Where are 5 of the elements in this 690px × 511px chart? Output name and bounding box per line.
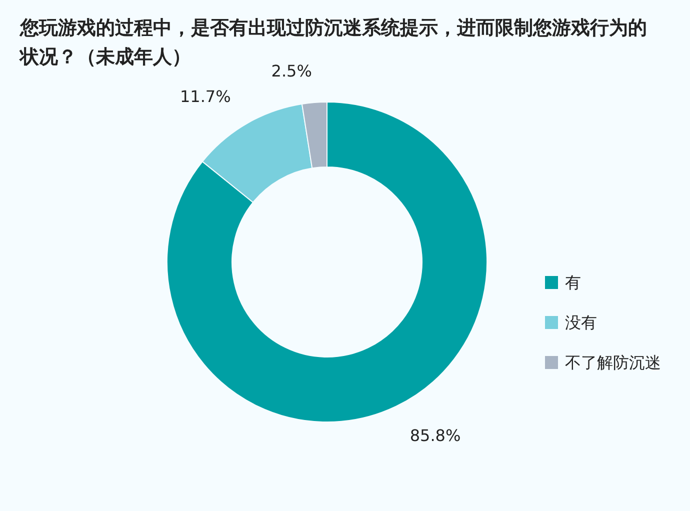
data-label: 85.8% bbox=[410, 426, 461, 446]
legend-label: 有 bbox=[565, 273, 581, 292]
data-label: 11.7% bbox=[180, 86, 231, 106]
legend-label: 不了解防沉迷 bbox=[565, 353, 661, 372]
legend-label: 没有 bbox=[565, 313, 597, 332]
